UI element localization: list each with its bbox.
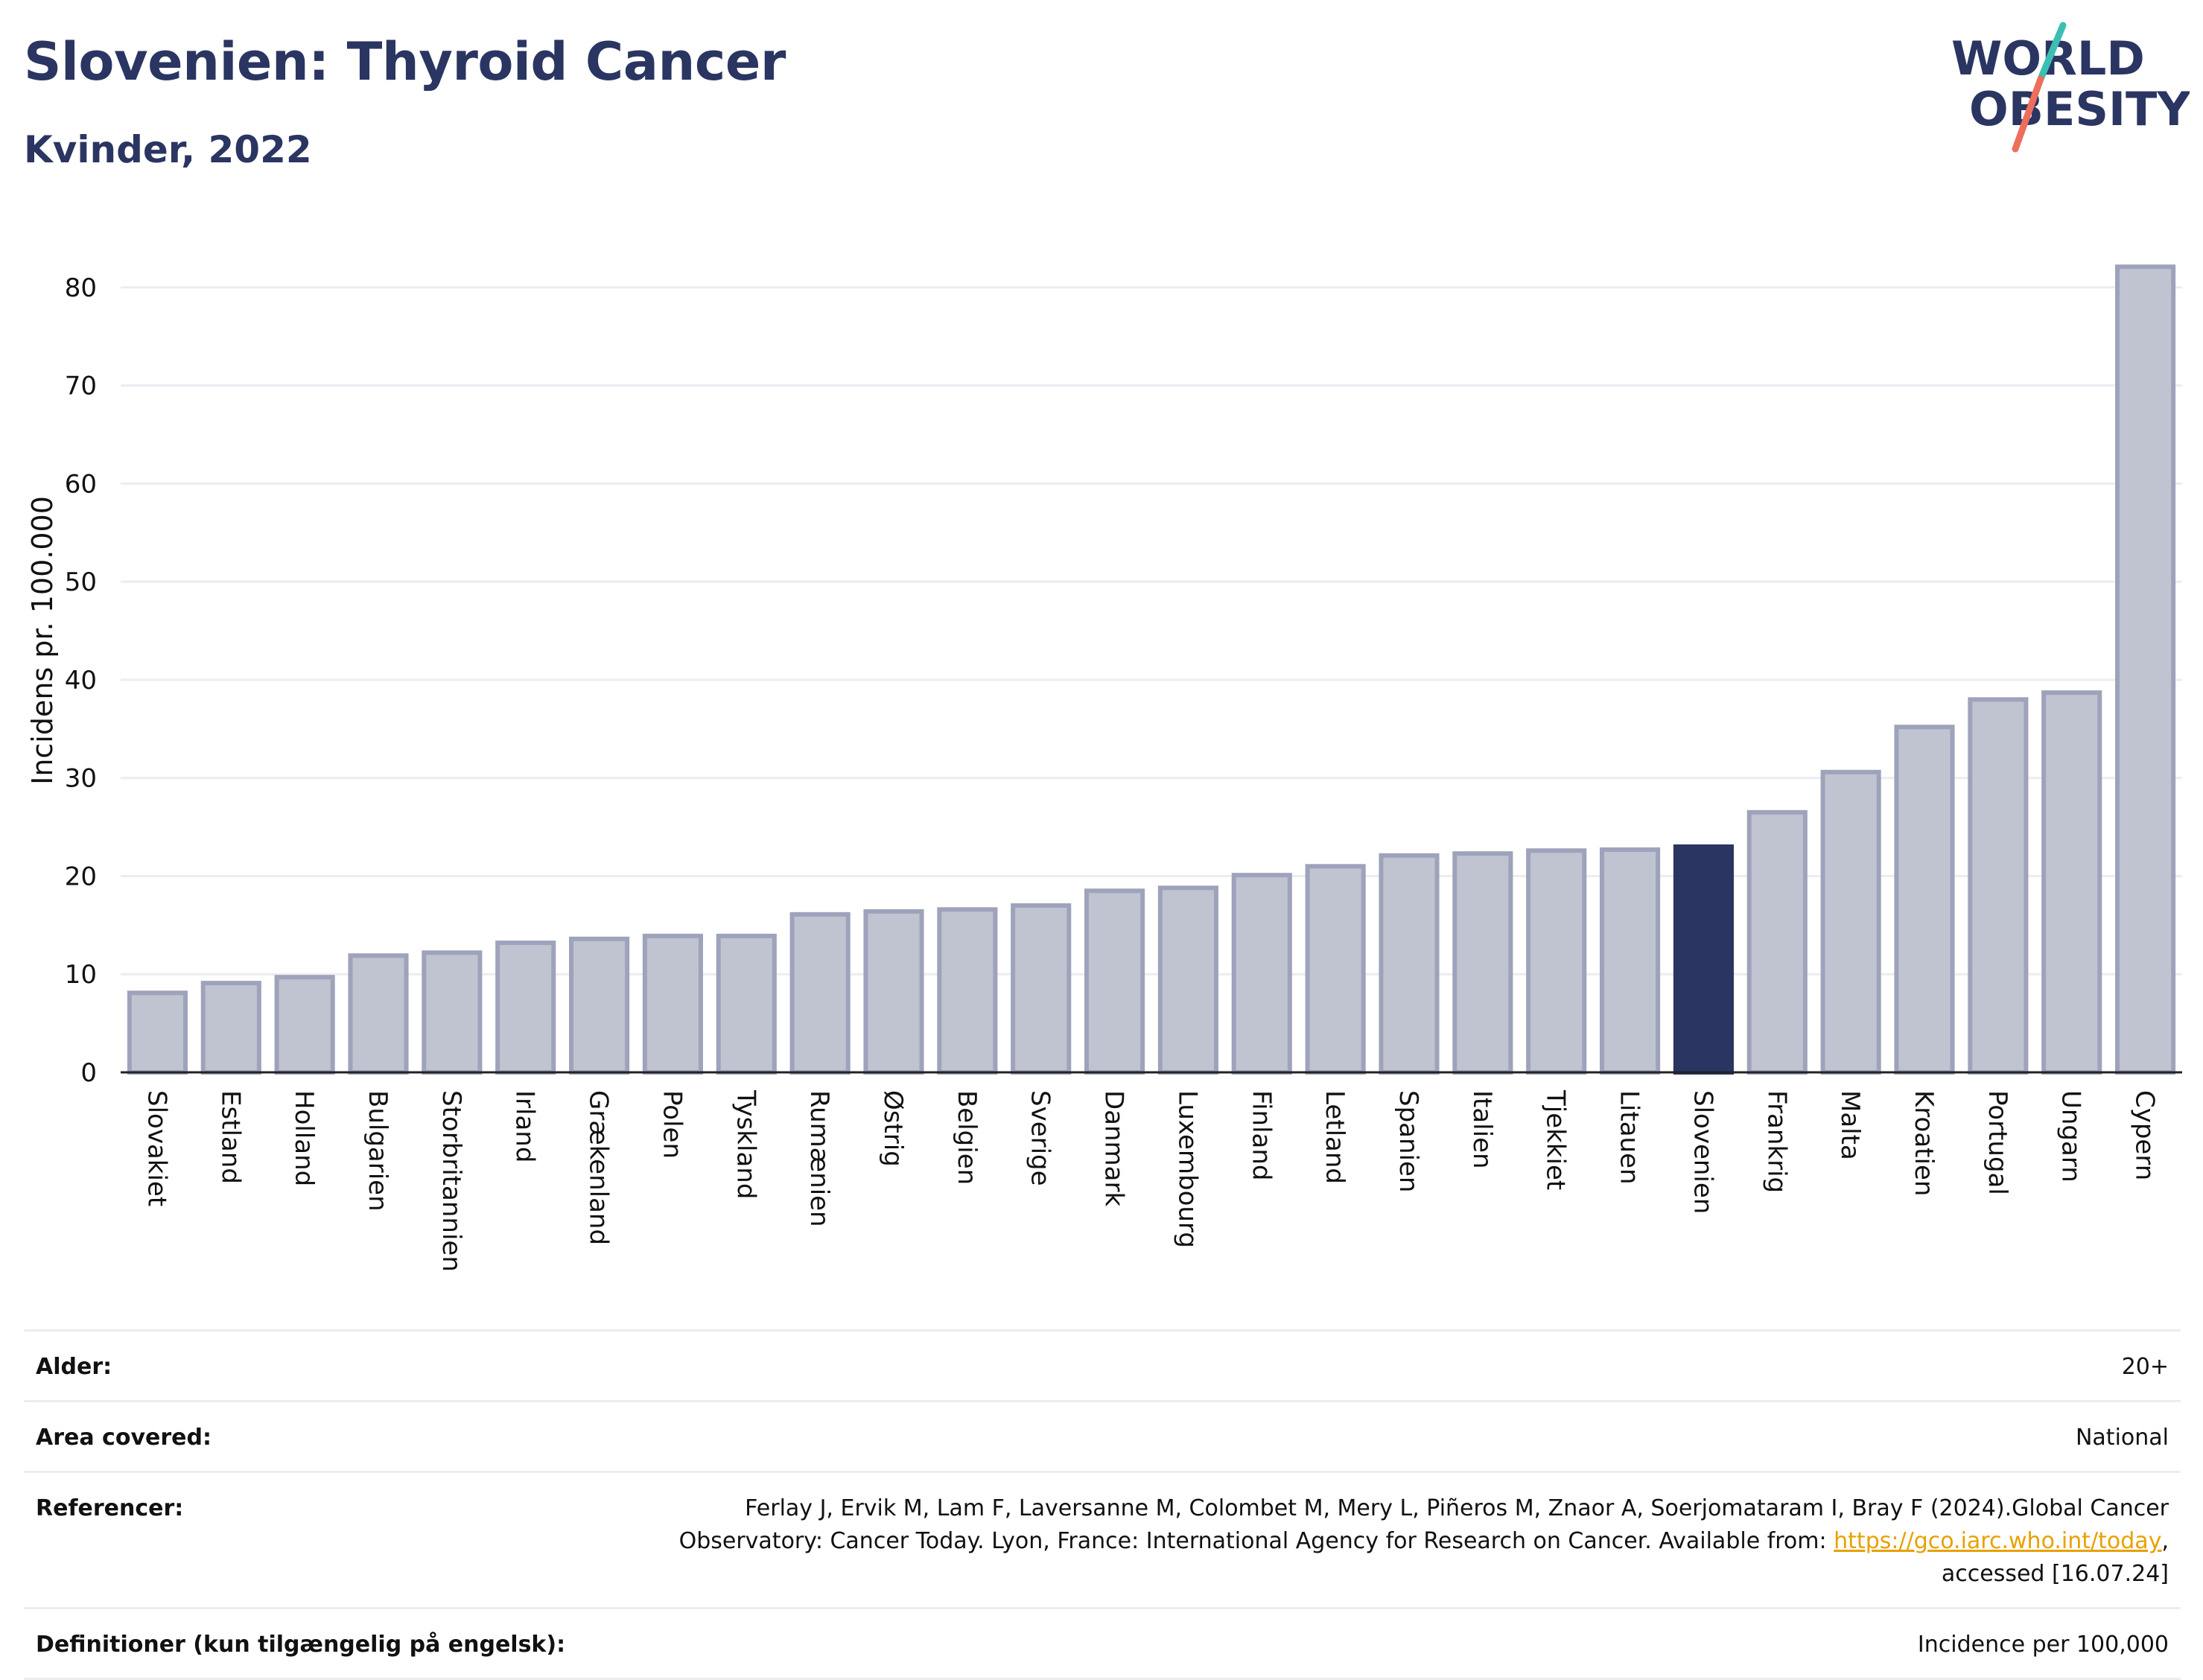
x-tick-label: Malta (1835, 1090, 1865, 1160)
chart-title: Slovenien: Thyroid Cancer (24, 31, 786, 92)
info-row-references: Referencer: Ferlay J, Ervik M, Lam F, La… (24, 1471, 2181, 1609)
info-key: Area covered: (24, 1400, 614, 1472)
bar (2041, 690, 2102, 1075)
reference-link[interactable]: https://gco.iarc.who.int/today (1834, 1528, 2162, 1554)
x-tick-label: Litauen (1615, 1090, 1644, 1185)
bar (1011, 903, 1072, 1075)
x-tick-label: Polen (657, 1090, 687, 1159)
x-tick-label: Slovakiet (142, 1090, 171, 1206)
y-tick-label: 10 (65, 960, 97, 990)
x-tick-label: Estland (215, 1090, 245, 1184)
x-tick-label: Rumænien (804, 1090, 834, 1227)
info-row-area: Area covered: National (24, 1400, 2181, 1472)
bar (937, 907, 998, 1075)
bar (1379, 853, 1440, 1075)
info-key: Referencer: (24, 1471, 614, 1609)
bar (569, 936, 630, 1075)
y-tick-label: 60 (65, 469, 97, 499)
y-tick-label: 30 (65, 764, 97, 794)
x-tick-label: Portugal (1983, 1090, 2012, 1195)
bar (716, 933, 777, 1075)
info-value: 20+ (614, 1329, 2181, 1401)
x-tick-label: Irland (510, 1090, 540, 1162)
x-tick-label: Luxembourg (1172, 1090, 1202, 1248)
x-tick-label: Frankrig (1761, 1090, 1791, 1193)
info-key: Alder: (24, 1329, 614, 1401)
bar (1600, 847, 1661, 1075)
bar (1526, 848, 1587, 1075)
info-row-definitions: Definitioner (kun tilgængelig på engelsk… (24, 1607, 2181, 1680)
x-tick-label: Kroatien (1909, 1090, 1939, 1196)
bar (1968, 697, 2029, 1075)
x-tick-label: Sverige (1026, 1090, 1055, 1186)
x-tick-label: Finland (1246, 1090, 1276, 1181)
info-row-age: Alder: 20+ (24, 1329, 2181, 1401)
y-tick-label: 70 (65, 372, 97, 401)
bar (422, 950, 483, 1075)
logo-slash-teal (2037, 22, 2067, 83)
bar (274, 975, 335, 1075)
world-obesity-logo: WORLD OBESITY (1951, 22, 2190, 153)
bar (1084, 888, 1145, 1075)
x-tick-label: Italien (1467, 1090, 1497, 1169)
reference-text: Ferlay J, Ervik M, Lam F, Laversanne M, … (678, 1495, 2169, 1554)
y-tick-label: 50 (65, 567, 97, 597)
x-tick-label: Tjekkiet (1541, 1089, 1571, 1190)
bar (495, 941, 556, 1075)
info-key: Definitioner (kun tilgængelig på engelsk… (24, 1607, 614, 1680)
bar (1820, 769, 1881, 1075)
y-axis-title: Incidens pr. 100.000 (26, 496, 59, 785)
bar (348, 953, 409, 1075)
bar-chart: 0 10 20 30 40 50 60 70 80 Incidens pr. 100.000 Slo… (26, 264, 2182, 1272)
bar (1673, 844, 1734, 1075)
x-tick-label: Slovenien (1688, 1090, 1717, 1214)
x-tick-label: Spanien (1393, 1090, 1423, 1192)
logo-slash-coral (2012, 75, 2044, 153)
bar (1157, 885, 1218, 1075)
bar (1746, 809, 1808, 1075)
y-tick-label: 20 (65, 862, 97, 891)
x-tick-label: Grækenland (584, 1090, 614, 1245)
reference-accessed: , accessed [16.07.24] (1941, 1528, 2169, 1587)
bar (2115, 264, 2176, 1075)
x-tick-label: Danmark (1099, 1090, 1129, 1206)
x-tick-label: Holland (289, 1090, 319, 1186)
y-tick-label: 0 (80, 1058, 97, 1088)
bar (1894, 725, 1955, 1075)
bar (127, 990, 188, 1075)
x-tick-label: Bulgarien (363, 1090, 392, 1212)
bar (1452, 851, 1513, 1075)
info-value: Incidence per 100,000 (614, 1607, 2181, 1680)
info-value: National (614, 1400, 2181, 1472)
x-tick-label: Belgien (952, 1090, 982, 1185)
x-tick-label: Østrig (878, 1090, 908, 1167)
bar (789, 911, 851, 1075)
x-tick-label: Cypern (2130, 1090, 2160, 1180)
bar (642, 933, 703, 1075)
x-tick-label: Letland (1320, 1090, 1350, 1184)
info-table: Alder: 20+ Area covered: National Refere… (24, 1329, 2181, 1680)
logo-text-obesity: OBESITY (1969, 82, 2190, 136)
info-value: Ferlay J, Ervik M, Lam F, Laversanne M, … (614, 1471, 2181, 1609)
y-tick-label: 80 (65, 273, 97, 303)
x-tick-label: Storbritannien (436, 1090, 466, 1272)
bar (863, 909, 924, 1075)
x-tick-label: Ungarn (2056, 1090, 2086, 1183)
bar (200, 981, 261, 1075)
bar (1305, 864, 1366, 1075)
x-tick-label: Tyskland (731, 1089, 760, 1199)
chart-subtitle: Kvinder, 2022 (24, 128, 312, 171)
bar (1231, 873, 1292, 1075)
y-tick-label: 40 (65, 666, 97, 696)
